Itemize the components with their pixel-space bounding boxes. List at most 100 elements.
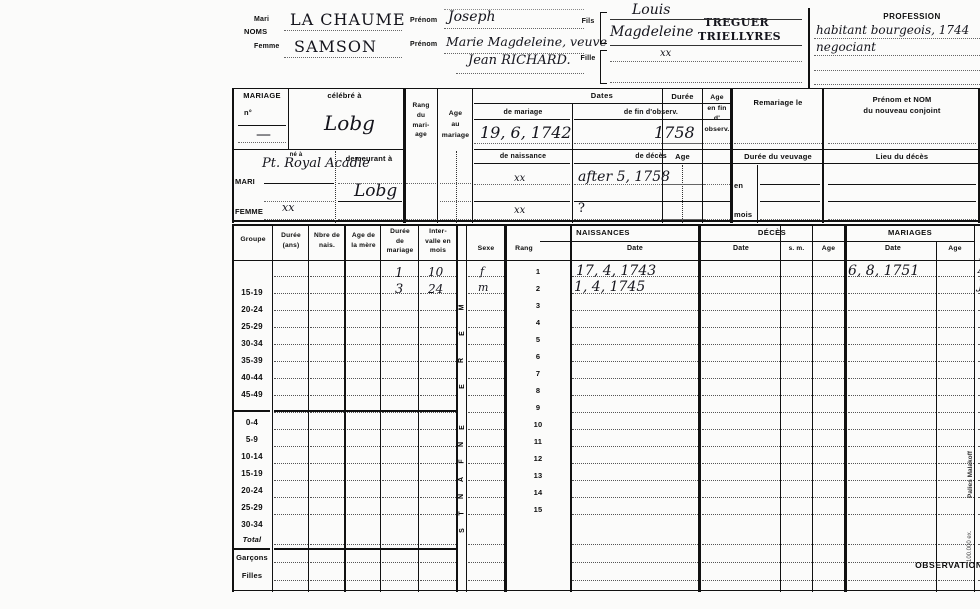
cell-guide [382, 276, 418, 277]
cell-guide [382, 412, 418, 413]
cell-guide [572, 429, 698, 430]
cell-guide [468, 344, 504, 345]
mari-naissance-value[interactable]: xx [514, 173, 526, 184]
header-sm: s. m. [788, 245, 805, 252]
cell-guide [978, 480, 980, 481]
femme-prenom-line2[interactable]: Jean RICHARD. [468, 53, 571, 68]
cell-guide [938, 497, 974, 498]
cell-guide [813, 361, 844, 362]
row1-prenom[interactable]: Anne Magdeleine [978, 262, 980, 277]
print-run-note: 100.000 ex. [967, 530, 973, 562]
cell-guide [347, 562, 380, 563]
cell-guide [813, 580, 844, 581]
femme-prenom-label: Prénom [410, 41, 438, 48]
mari-deces-value[interactable]: after 5, 1758 [578, 169, 671, 185]
row2-intervalle[interactable]: 24 [428, 282, 444, 296]
mari-row-label: MARI [235, 177, 255, 186]
cell-guide [274, 463, 308, 464]
header-naissances: NAISSANCES [576, 228, 630, 237]
profession-value-2[interactable]: negociant [816, 40, 876, 54]
row2-naissance-date[interactable]: 1, 4, 1745 [574, 279, 646, 295]
cell-guide [347, 480, 380, 481]
groupe-total: Total [242, 535, 262, 544]
mari-prenom-label: Prénom [410, 17, 438, 24]
cell-guide [781, 378, 812, 379]
cell-guide [702, 378, 780, 379]
pere-mari-prenom-value[interactable]: Louis [632, 2, 671, 18]
cell-guide [310, 310, 344, 311]
cell-guide [781, 344, 812, 345]
rang-1: 1 [535, 267, 541, 276]
cell-guide [572, 276, 698, 277]
cell-guide [781, 544, 812, 545]
mari-surname-value[interactable]: LA CHAUME [290, 10, 406, 29]
cell-guide [572, 497, 698, 498]
cell-guide [813, 562, 844, 563]
pere-femme-nom-value[interactable]: TRIELLYRES [698, 30, 781, 43]
row1-mariage-date[interactable]: 6, 8, 1751 [848, 263, 920, 279]
row1-sexe[interactable]: f [480, 265, 485, 278]
numero-value[interactable]: — [256, 125, 271, 143]
duree-label: Durée [671, 92, 694, 101]
mere-mark-value[interactable]: xx [660, 48, 672, 59]
cell-guide [572, 514, 698, 515]
profession-value-1[interactable]: habitant bourgeois, 1744 [816, 23, 970, 37]
cell-guide [468, 361, 504, 362]
cell-guide [813, 446, 844, 447]
row2-duree-mariage[interactable]: 3 [395, 282, 404, 297]
cell-guide [781, 361, 812, 362]
date-mariage-value[interactable]: 19, 6, 1742 [480, 123, 572, 142]
cell-guide [813, 514, 844, 515]
femme-prenom-value[interactable]: Marie Magdeleine, veuve [446, 34, 608, 49]
row2-prenom[interactable]: Jean Louis [978, 278, 980, 293]
cell-guide [310, 429, 344, 430]
cell-guide [813, 497, 844, 498]
cell-guide [702, 344, 780, 345]
cell-guide [310, 463, 344, 464]
cell-guide [468, 327, 504, 328]
celebre-label: célébré à [327, 91, 362, 100]
cell-guide [468, 544, 504, 545]
cell-guide [848, 327, 936, 328]
row1-intervalle[interactable]: 10 [428, 265, 444, 279]
cell-guide [468, 378, 504, 379]
cell-guide [848, 395, 936, 396]
cell-guide [702, 580, 780, 581]
row1-naissance-date[interactable]: 17, 4, 1743 [576, 263, 657, 279]
cell-guide [420, 344, 456, 345]
femme-surname-value[interactable]: SAMSON [294, 37, 377, 56]
en-label: en [734, 181, 744, 190]
row1-duree-mariage[interactable]: 1 [395, 266, 404, 281]
groupe-enfant-row-5: 25-29 [241, 503, 263, 512]
cell-guide [978, 463, 980, 464]
cell-guide [978, 497, 980, 498]
pere-mari-nom-value[interactable]: TREGUER [704, 16, 770, 29]
cell-guide [468, 580, 504, 581]
mari-demeurant-value[interactable]: Lobg [354, 181, 398, 201]
cell-guide [347, 378, 380, 379]
cell-guide [274, 412, 308, 413]
rang-mariage-label: Rang du mari-age [412, 102, 430, 139]
mari-prenom-value[interactable]: Joseph [448, 9, 496, 25]
row2-sexe[interactable]: m [478, 281, 489, 294]
cell-guide [702, 463, 780, 464]
date-fin-observ-value[interactable]: 1758 [654, 123, 695, 142]
cell-guide [420, 446, 456, 447]
femme-ne-a-value[interactable]: xx [282, 201, 295, 214]
header-mariages-age: Age [948, 245, 962, 252]
cell-guide [274, 580, 308, 581]
cell-guide [382, 446, 418, 447]
fille-label: Fille [580, 55, 596, 62]
cell-guide [420, 544, 456, 545]
cell-guide [572, 580, 698, 581]
celebre-value[interactable]: Lobg [324, 111, 375, 135]
cell-guide [420, 412, 456, 413]
groupe-enfant-row-0: 0-4 [245, 418, 259, 427]
femme-deces-value[interactable]: ? [578, 201, 585, 216]
cell-guide [310, 293, 344, 294]
cell-guide [978, 361, 980, 362]
femme-naissance-value[interactable]: xx [514, 205, 526, 216]
cell-guide [781, 562, 812, 563]
mari-ne-a-value[interactable]: Pt. Royal Acadie [262, 156, 370, 171]
pere-femme-prenom-value[interactable]: Magdeleine [610, 24, 694, 40]
